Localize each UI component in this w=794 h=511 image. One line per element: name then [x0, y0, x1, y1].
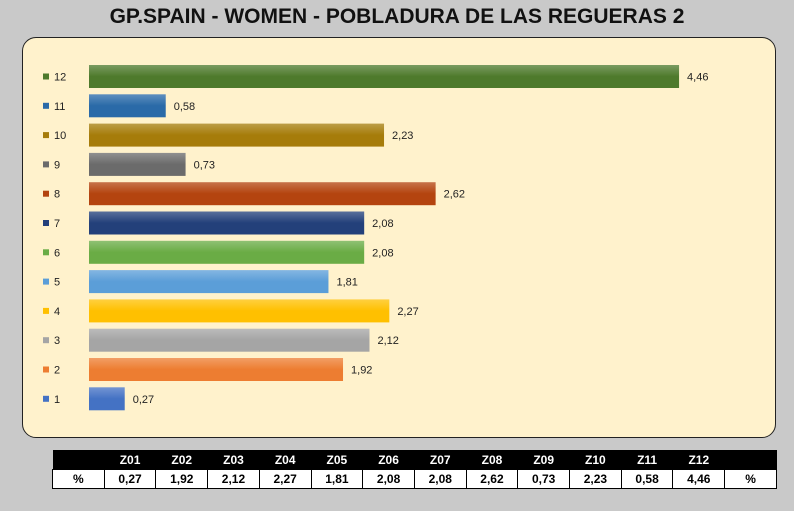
- legend-label-9: 9: [54, 159, 60, 171]
- legend-label-2: 2: [54, 365, 60, 377]
- value-label-1: 0,27: [133, 394, 154, 406]
- table-header-z03: Z03: [207, 450, 260, 470]
- legend-marker-1: [43, 395, 49, 402]
- value-label-10: 2,23: [392, 130, 413, 142]
- table-cell-z01: 0,27: [103, 469, 157, 489]
- legend-marker-8: [43, 190, 49, 197]
- legend-label-3: 3: [54, 335, 60, 347]
- value-label-4: 2,27: [397, 306, 418, 318]
- legend-label-6: 6: [54, 247, 60, 259]
- legend-label-4: 4: [54, 306, 60, 318]
- value-label-6: 2,08: [372, 247, 393, 259]
- table-header-z09: Z09: [517, 450, 570, 470]
- table-cell-z05: 1,81: [310, 469, 364, 489]
- bar-5: [89, 270, 329, 294]
- legend-label-7: 7: [54, 218, 60, 230]
- table-cell-z12: 4,46: [672, 469, 726, 489]
- legend-label-11: 11: [54, 101, 65, 113]
- value-label-7: 2,08: [372, 218, 393, 230]
- bar-10: [89, 123, 385, 147]
- data-table: Z01 Z02 Z03 Z04 Z05 Z06 Z07 Z08 Z09 Z10 Z11 Z12 % 0,…: [52, 450, 777, 489]
- legend-marker-6: [43, 249, 49, 256]
- value-label-2: 1,92: [351, 365, 372, 377]
- value-label-5: 1,81: [336, 277, 357, 289]
- table-header-corner: [52, 450, 105, 470]
- table-cell-z09: 0,73: [517, 469, 571, 489]
- legend-marker-7: [43, 220, 49, 226]
- legend-marker-2: [43, 366, 49, 373]
- value-label-8: 2,62: [444, 189, 465, 201]
- table-row-suffix: %: [724, 469, 777, 489]
- table-cell-z04: 2,27: [258, 469, 312, 489]
- legend-label-12: 12: [54, 72, 66, 84]
- value-label-12: 4,46: [687, 72, 708, 84]
- bar-2: [89, 358, 344, 381]
- bar-7: [89, 211, 365, 235]
- value-label-9: 0,73: [194, 159, 215, 171]
- bar-1: [89, 387, 125, 411]
- bar-8: [89, 182, 436, 206]
- bar-3: [89, 328, 370, 352]
- legend-label-10: 10: [54, 130, 66, 142]
- table-header-z06: Z06: [362, 450, 415, 470]
- legend-marker-10: [43, 132, 49, 139]
- legend-marker-11: [43, 102, 49, 109]
- value-label-11: 0,58: [174, 101, 195, 113]
- value-label-3: 2,12: [377, 335, 398, 347]
- bar-4: [89, 299, 390, 323]
- table-cell-z02: 1,92: [155, 469, 209, 489]
- table-cell-z10: 2,23: [569, 469, 622, 489]
- table-header-z04: Z04: [259, 450, 312, 470]
- table-cell-z08: 2,62: [465, 469, 519, 489]
- table-header-z01: Z01: [104, 450, 156, 470]
- table-cell-z07: 2,08: [413, 469, 467, 489]
- table-header-z05: Z05: [311, 450, 363, 470]
- legend-label-5: 5: [54, 277, 60, 289]
- table-cell-z11: 0,58: [620, 469, 674, 489]
- legend-marker-3: [43, 337, 49, 344]
- table-header-z12: Z12: [672, 450, 725, 470]
- table-row-label: %: [52, 469, 105, 489]
- table-header-end: [724, 450, 777, 470]
- legend-marker-9: [43, 161, 49, 168]
- bar-12: [89, 65, 680, 88]
- table-cell-z03: 2,12: [207, 469, 260, 489]
- table-header-row: Z01 Z02 Z03 Z04 Z05 Z06 Z07 Z08 Z09 Z10 Z11 Z12: [52, 450, 777, 470]
- bar-9: [89, 152, 186, 176]
- chart-title: GP.SPAIN - WOMEN - POBLADURA DE LAS REGU…: [109, 5, 685, 28]
- chart-panel: 12 4,46 11 0,58 10 2,23 9 0,73 8 2,62 7 2,08 6 2,08 5 1…: [22, 37, 776, 438]
- table-header-z08: Z08: [466, 450, 518, 470]
- table-header-z07: Z07: [414, 450, 467, 470]
- legend-label-8: 8: [54, 189, 60, 201]
- legend-marker-12: [43, 73, 49, 80]
- bar-11: [89, 94, 166, 118]
- table-header-z02: Z02: [155, 450, 208, 470]
- legend-label-1: 1: [54, 394, 60, 406]
- table-cell-z06: 2,08: [362, 469, 415, 489]
- legend-marker-5: [43, 278, 49, 285]
- bar-6: [89, 240, 365, 264]
- table-value-row: % 0,27 1,92 2,12 2,27 1,81 2,08 2,08 2,62 0,73 2,2…: [52, 469, 777, 489]
- table-header-z11: Z11: [621, 450, 673, 470]
- table-header-z10: Z10: [569, 450, 622, 470]
- legend-marker-4: [43, 307, 49, 314]
